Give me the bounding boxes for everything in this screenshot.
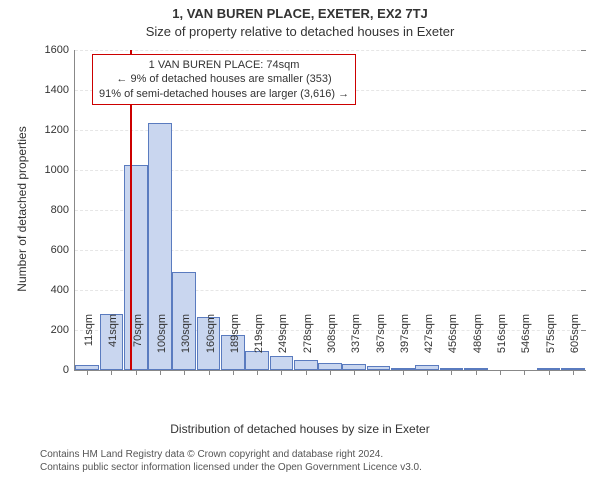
x-tick-label: 160sqm [205,314,217,374]
x-tick-mark [476,370,477,375]
y-tick-label: 0 [63,364,75,376]
x-tick-mark [111,370,112,375]
y-tick-label: 400 [51,284,75,296]
annotation-line: 91% of semi-detached houses are larger (… [99,87,349,101]
x-tick-mark [354,370,355,375]
x-tick-label: 516sqm [496,314,508,374]
x-tick-mark [379,370,380,375]
x-tick-mark [184,370,185,375]
x-tick-label: 278sqm [302,314,314,374]
y-tick-label: 1000 [45,164,75,176]
y-tick-mark [581,330,586,331]
x-tick-mark [306,370,307,375]
x-tick-mark [87,370,88,375]
x-tick-label: 70sqm [132,314,144,374]
x-tick-label: 397sqm [399,314,411,374]
y-tick-label: 1400 [45,84,75,96]
x-tick-mark [549,370,550,375]
x-tick-mark [451,370,452,375]
y-tick-label: 1200 [45,124,75,136]
x-tick-mark [403,370,404,375]
x-tick-mark [524,370,525,375]
x-tick-label: 486sqm [472,314,484,374]
x-tick-label: 546sqm [520,314,532,374]
x-tick-label: 189sqm [229,314,241,374]
y-tick-mark [581,250,586,251]
y-tick-label: 800 [51,204,75,216]
x-tick-mark [427,370,428,375]
x-tick-label: 456sqm [447,314,459,374]
y-tick-mark [581,170,586,171]
y-tick-label: 1600 [45,44,75,56]
page-title: 1, VAN BUREN PLACE, EXETER, EX2 7TJ [0,6,600,21]
x-axis-label: Distribution of detached houses by size … [0,422,600,436]
x-tick-mark [136,370,137,375]
annotation-line: 1 VAN BUREN PLACE: 74sqm [99,58,349,72]
x-tick-label: 427sqm [423,314,435,374]
x-tick-label: 130sqm [180,314,192,374]
y-tick-mark [581,290,586,291]
y-tick-label: 200 [51,324,75,336]
footer-attribution: Contains HM Land Registry data © Crown c… [40,448,422,474]
footer-line-2: Contains public sector information licen… [40,461,422,474]
x-tick-mark [209,370,210,375]
y-tick-mark [581,50,586,51]
gridline [75,50,585,51]
x-tick-mark [330,370,331,375]
x-tick-label: 11sqm [83,314,95,374]
x-tick-label: 308sqm [326,314,338,374]
x-tick-mark [257,370,258,375]
footer-line-1: Contains HM Land Registry data © Crown c… [40,448,422,461]
x-tick-label: 367sqm [375,314,387,374]
y-tick-mark [581,210,586,211]
y-tick-label: 600 [51,244,75,256]
y-tick-mark [581,370,586,371]
y-axis-label: Number of detached properties [15,109,29,309]
x-tick-label: 337sqm [350,314,362,374]
x-tick-label: 575sqm [545,314,557,374]
x-tick-label: 249sqm [277,314,289,374]
x-tick-label: 41sqm [107,314,119,374]
x-tick-label: 219sqm [253,314,265,374]
x-tick-mark [500,370,501,375]
x-tick-mark [281,370,282,375]
annotation-box: 1 VAN BUREN PLACE: 74sqm← 9% of detached… [92,54,356,105]
x-tick-mark [233,370,234,375]
y-tick-mark [581,90,586,91]
y-tick-mark [581,130,586,131]
x-tick-label: 100sqm [156,314,168,374]
page-subtitle: Size of property relative to detached ho… [0,24,600,39]
x-tick-mark [160,370,161,375]
x-tick-mark [573,370,574,375]
x-tick-label: 605sqm [569,314,581,374]
annotation-line: ← 9% of detached houses are smaller (353… [99,72,349,86]
chart-container: 1, VAN BUREN PLACE, EXETER, EX2 7TJ Size… [0,0,600,500]
